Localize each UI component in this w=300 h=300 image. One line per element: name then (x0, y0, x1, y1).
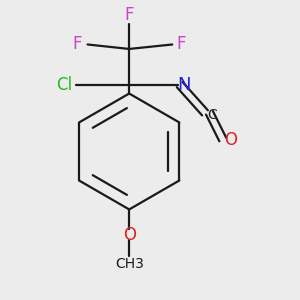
Text: Cl: Cl (56, 76, 72, 94)
Text: O: O (224, 130, 237, 148)
Text: N: N (177, 76, 191, 94)
Text: CH3: CH3 (115, 257, 144, 272)
Text: F: F (176, 35, 186, 53)
Text: F: F (72, 35, 82, 53)
Text: C: C (208, 108, 217, 122)
Text: F: F (124, 6, 134, 24)
Text: O: O (123, 226, 136, 244)
